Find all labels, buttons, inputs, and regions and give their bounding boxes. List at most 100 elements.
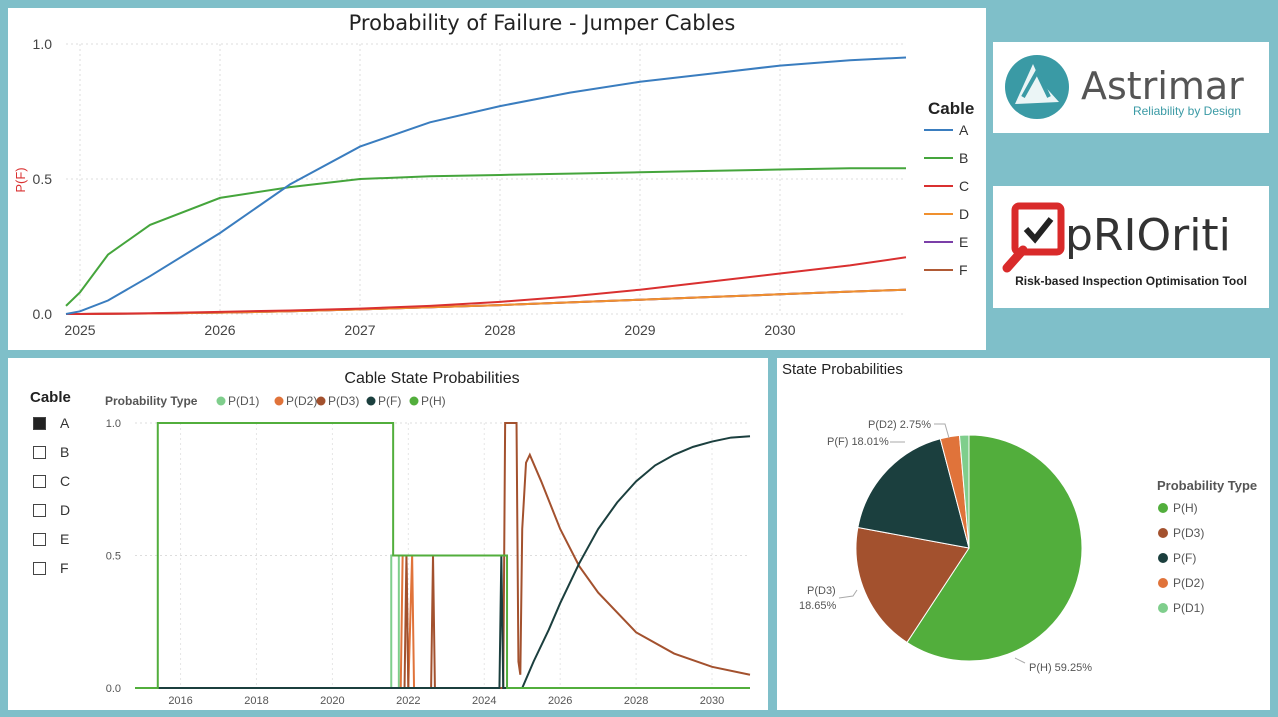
state-pie-panel[interactable]: State Probabilities P(H) 59.25% P(D3) 18…	[777, 358, 1270, 710]
pie-legend-dot	[1158, 503, 1168, 513]
state-legend-item[interactable]: P(D2)	[286, 394, 317, 408]
pie-slice-pd3[interactable]	[855, 526, 970, 644]
state-x-tick: 2030	[700, 695, 724, 707]
state-series-pd3[interactable]	[135, 422, 751, 689]
pie-label-d3-name: P(D3)	[807, 585, 836, 597]
pof-legend-item-E[interactable]: E	[959, 234, 968, 250]
astrimar-logo: Astrimar Reliability by Design	[1005, 55, 1244, 119]
pof-series-B[interactable]	[65, 167, 906, 307]
pie-legend-dot	[1158, 528, 1168, 538]
pof-legend-item-A[interactable]: A	[959, 122, 969, 138]
pof-x-tick: 2025	[64, 322, 95, 338]
cable-checkbox-label: E	[60, 531, 70, 547]
pof-chart[interactable]: Probability of Failure - Jumper Cables P…	[8, 8, 986, 350]
cable-slicer-item-B[interactable]: B	[33, 444, 69, 460]
cable-checkbox[interactable]	[33, 416, 46, 430]
cable-checkbox-label: F	[60, 560, 69, 576]
prob-type-legend-label: Probability Type	[105, 394, 198, 408]
cable-state-chart[interactable]: Cable State Probabilities Probability Ty…	[8, 358, 768, 710]
pof-y-tick: 0.0	[33, 306, 53, 322]
state-legend-item[interactable]: P(H)	[421, 394, 446, 408]
pof-y-tick: 1.0	[33, 36, 53, 52]
state-y-tick: 0.0	[106, 683, 121, 695]
pie-label-f: P(F) 18.01%	[827, 436, 889, 448]
state-x-tick: 2026	[548, 695, 572, 707]
state-legend-dot	[409, 396, 419, 406]
state-x-tick: 2022	[396, 695, 420, 707]
pie-legend-item[interactable]: P(D3)	[1173, 526, 1204, 540]
astrimar-name: Astrimar	[1081, 64, 1244, 108]
cable-slicer-item-C[interactable]: C	[33, 473, 70, 489]
cable-checkbox-label: C	[60, 473, 71, 489]
state-legend-item[interactable]: P(F)	[378, 394, 401, 408]
pof-legend-title: Cable	[928, 99, 974, 118]
state-legend-item[interactable]: P(D1)	[228, 394, 259, 408]
pie-slice-ph[interactable]	[906, 434, 1083, 662]
pie-legend-dot	[1158, 578, 1168, 588]
pof-ylabel: P(F)	[13, 167, 28, 192]
cable-checkbox[interactable]	[33, 532, 46, 546]
priority-logo: pRIOriti Risk-based Inspection Optimisat…	[1002, 202, 1247, 288]
cable-slicer-title: Cable	[30, 389, 71, 406]
state-y-tick: 1.0	[106, 418, 121, 430]
state-legend-dot	[216, 396, 226, 406]
pie-legend-item[interactable]: P(H)	[1173, 501, 1198, 515]
state-legend-dot	[316, 396, 326, 406]
cable-checkbox-label: D	[60, 502, 71, 518]
cable-checkbox[interactable]	[33, 561, 46, 575]
state-series-pd2[interactable]	[135, 554, 750, 689]
pie-legend-item[interactable]: P(F)	[1173, 551, 1196, 565]
state-x-tick: 2020	[320, 695, 344, 707]
pof-chart-panel[interactable]: Probability of Failure - Jumper Cables P…	[8, 8, 986, 350]
state-pie-chart[interactable]: State Probabilities P(H) 59.25% P(D3) 18…	[777, 358, 1270, 710]
pie-slice-pf[interactable]	[857, 438, 970, 549]
cable-slicer-item-D[interactable]: D	[33, 502, 70, 518]
pie-legend-item[interactable]: P(D2)	[1173, 576, 1204, 590]
state-y-tick: 0.5	[106, 551, 121, 563]
pof-x-tick: 2029	[624, 322, 655, 338]
state-legend-dot	[366, 396, 376, 406]
pof-series-A[interactable]	[65, 56, 907, 315]
pie-legend-item[interactable]: P(D1)	[1173, 601, 1204, 615]
magnifier-check-icon	[1002, 202, 1065, 273]
pof-chart-title: Probability of Failure - Jumper Cables	[349, 11, 736, 35]
pie-legend-title: Probability Type	[1157, 478, 1257, 493]
pof-legend-item-F[interactable]: F	[959, 262, 968, 278]
cable-checkbox-label: B	[60, 444, 70, 460]
state-pie-title: State Probabilities	[782, 361, 903, 378]
cable-checkbox[interactable]	[33, 503, 46, 517]
pof-y-tick: 0.5	[33, 171, 53, 187]
priority-logo-panel: pRIOriti Risk-based Inspection Optimisat…	[993, 186, 1269, 308]
state-series-ph[interactable]	[135, 422, 750, 689]
cable-checkbox[interactable]	[33, 445, 46, 459]
pie-label-d2: P(D2) 2.75%	[868, 419, 931, 431]
priority-name: pRIOriti	[1065, 210, 1231, 261]
priority-tagline: Risk-based Inspection Optimisation Tool	[1015, 274, 1247, 288]
state-x-tick: 2018	[244, 695, 268, 707]
state-x-tick: 2028	[624, 695, 648, 707]
pof-series-C[interactable]	[66, 256, 907, 315]
pof-legend-item-D[interactable]: D	[959, 206, 969, 222]
cable-slicer-item-A[interactable]: A	[33, 415, 69, 431]
state-legend-item[interactable]: P(D3)	[328, 394, 359, 408]
state-series-pd1[interactable]	[135, 554, 750, 689]
pof-x-tick: 2026	[204, 322, 235, 338]
cable-checkbox-label: A	[60, 415, 70, 431]
pie-legend-dot	[1158, 553, 1168, 563]
pof-legend-item-B[interactable]: B	[959, 150, 968, 166]
pof-x-tick: 2028	[484, 322, 515, 338]
pof-legend-item-C[interactable]: C	[959, 178, 969, 194]
pie-label-d3-value: 18.65%	[799, 600, 837, 612]
state-legend-dot	[274, 396, 284, 406]
state-series-pf[interactable]	[135, 435, 751, 689]
state-x-tick: 2016	[168, 695, 192, 707]
pie-slice-pd1[interactable]	[958, 434, 970, 549]
cable-slicer-item-F[interactable]: F	[33, 560, 69, 576]
astrimar-logo-panel: Astrimar Reliability by Design	[993, 42, 1269, 133]
pof-x-tick: 2030	[764, 322, 795, 338]
cable-slicer-item-E[interactable]: E	[33, 531, 69, 547]
cable-checkbox[interactable]	[33, 474, 46, 488]
astrimar-tagline: Reliability by Design	[1133, 104, 1241, 118]
state-x-tick: 2024	[472, 695, 496, 707]
